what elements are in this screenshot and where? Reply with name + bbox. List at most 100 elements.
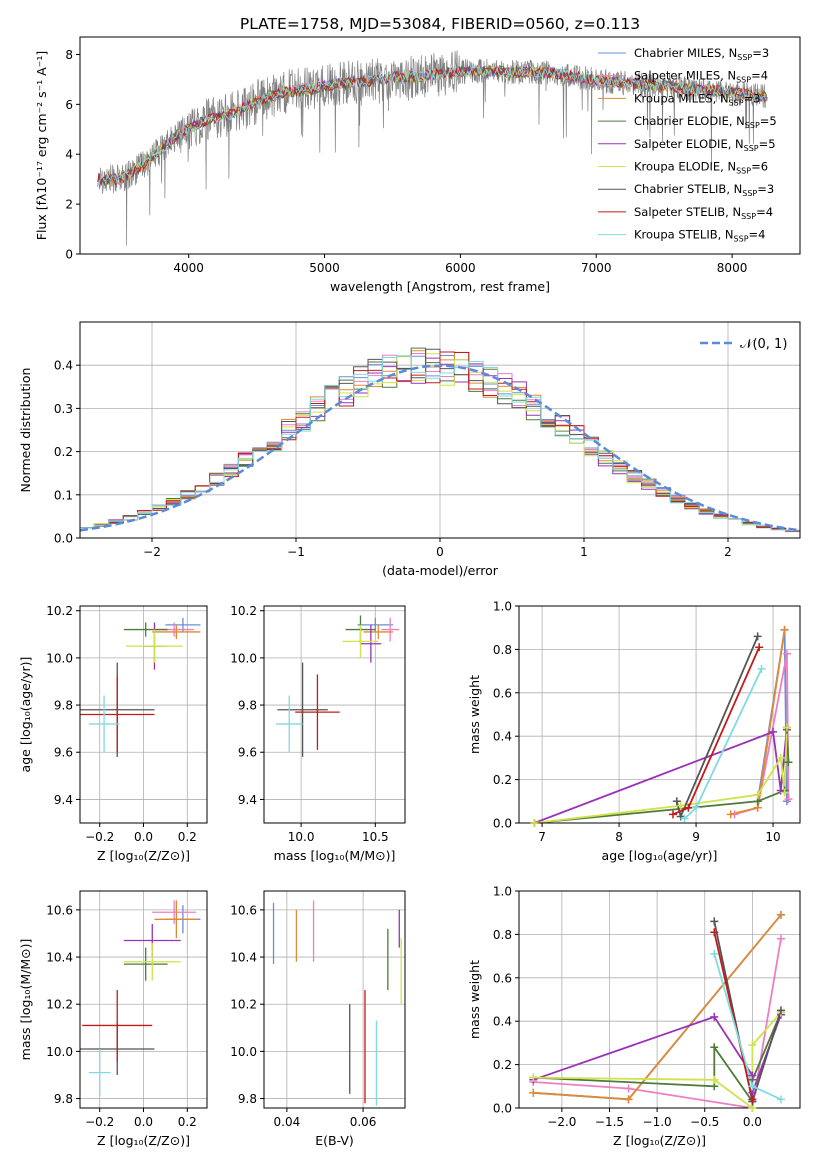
y-tick-label: 10.4 <box>46 951 73 965</box>
y-axis-label: mass weight <box>467 960 482 1039</box>
axes-frame <box>263 605 406 824</box>
y-tick-label: 0.0 <box>493 1102 512 1116</box>
weight-point-marker <box>769 727 778 736</box>
weight-point-marker <box>676 801 685 810</box>
x-tick-label: 0.0 <box>743 1115 762 1129</box>
plot-area <box>272 900 402 1106</box>
x-axis-label: age [log₁₀(age/yr)] <box>602 848 718 863</box>
weight-point-marker <box>784 795 793 804</box>
y-tick-label: 2 <box>65 198 73 212</box>
x-tick-label: 10.0 <box>288 830 315 844</box>
weight-point-marker <box>782 723 791 732</box>
legend-suffix: =4 <box>756 205 773 219</box>
legend-entry: Salpeter STELIB, NSSP=4 <box>634 205 773 221</box>
y-tick-label: 10.0 <box>230 651 257 665</box>
y-axis-label: age [log₁₀(age/yr)] <box>18 657 33 773</box>
x-tick-label: 8 <box>615 830 623 844</box>
legend-subscript: SSP <box>736 167 751 176</box>
y-tick-label: 0.2 <box>493 773 512 787</box>
y-axis-label: mass weight <box>467 675 482 754</box>
weight-series-line <box>534 727 788 823</box>
weight-point-marker <box>710 1075 719 1084</box>
x-tick-label: 10 <box>765 830 780 844</box>
weight-point-marker <box>710 1043 719 1052</box>
y-tick-label: 4 <box>65 148 73 162</box>
x-tick-label: −2 <box>143 545 161 559</box>
weight-point-marker <box>776 753 785 762</box>
y-tick-label: 0.0 <box>54 532 73 546</box>
y-tick-label: 10.0 <box>230 1045 257 1059</box>
weight-point-marker <box>680 814 689 823</box>
legend-entry: Chabrier STELIB, NSSP=3 <box>634 182 774 198</box>
legend-entry: Salpeter ELODIE, NSSP=5 <box>634 137 776 153</box>
plot-area <box>275 615 400 757</box>
weight-point-marker <box>624 1084 633 1093</box>
weight-point-marker <box>668 810 677 819</box>
y-tick-label: 9.8 <box>238 699 257 713</box>
weight-point-marker <box>529 1088 538 1097</box>
y-tick-label: 1.0 <box>493 600 512 614</box>
chart-age_vs_mass: 10.0 10.5 9.4 9.6 9.8 10.0 10.2 mass [log₁₀(M/M… <box>230 604 406 863</box>
weight-point-marker <box>529 1073 538 1082</box>
x-tick-label: 10.5 <box>362 830 389 844</box>
x-tick-label: −0.2 <box>85 830 114 844</box>
axes-frame <box>518 605 801 824</box>
y-tick-label: 10.4 <box>230 951 257 965</box>
x-tick-label: 8000 <box>717 261 748 275</box>
weight-point-marker <box>755 643 764 652</box>
legend-label: Chabrier ELODIE, N <box>634 114 745 128</box>
weight-point-marker <box>780 625 789 634</box>
x-tick-label: −0.2 <box>85 1115 114 1129</box>
legend-suffix: =3 <box>744 91 761 105</box>
chart-mass_vs_Z: −0.2 0.0 0.2 9.8 10.0 10.2 10.4 10.6 Z [log₁₀(Z/… <box>18 890 208 1148</box>
y-tick-label: 10.2 <box>230 998 257 1012</box>
x-tick-label: 7000 <box>581 261 612 275</box>
x-axis-label: Z [log₁₀(Z/Z⊙)] <box>97 1133 190 1148</box>
y-tick-label: 9.8 <box>238 1092 257 1106</box>
x-tick-label: −1.0 <box>643 1115 672 1129</box>
chart-residuals: −2 −1 0 1 2 0.0 0.1 0.2 0.3 0.4 (data-model)/error… <box>18 321 801 578</box>
y-axis-label: Normed distribution <box>18 368 33 493</box>
legend-entry: Salpeter MILES, NSSP=4 <box>634 69 768 85</box>
legend-subscript: SSP <box>742 189 757 198</box>
weight-point-marker <box>684 803 693 812</box>
x-axis-label: (data-model)/error <box>382 563 499 578</box>
y-tick-label: 0.2 <box>493 1058 512 1072</box>
x-tick-label: 0.2 <box>178 830 197 844</box>
x-axis-label: E(B-V) <box>315 1133 354 1148</box>
x-tick-label: 9 <box>692 830 700 844</box>
gaussian-curve <box>80 364 800 532</box>
weight-point-marker <box>753 790 762 799</box>
weight-series-line <box>533 938 782 1108</box>
weight-point-marker <box>710 917 719 926</box>
weight-point-marker <box>726 810 735 819</box>
y-tick-label: 8 <box>65 48 73 62</box>
legend-suffix: =3 <box>757 182 774 196</box>
y-tick-label: 10.2 <box>46 604 73 618</box>
figure-title: PLATE=1758, MJD=53084, FIBERID=0560, z=0… <box>240 15 640 33</box>
legend-entry: Kroupa ELODIE, NSSP=6 <box>634 160 768 176</box>
axes-frame <box>518 890 801 1109</box>
histogram-step <box>80 351 800 532</box>
x-tick-label: −2.0 <box>547 1115 576 1129</box>
weight-point-marker <box>776 1006 785 1015</box>
legend-suffix: =6 <box>751 160 768 174</box>
x-tick-label: 6000 <box>445 261 476 275</box>
model-spectrum-line <box>97 65 767 186</box>
legend-subscript: SSP <box>736 76 751 85</box>
legend-label: Kroupa ELODIE, N <box>634 160 736 174</box>
y-tick-label: 0.0 <box>493 817 512 831</box>
weight-point-marker <box>753 632 762 641</box>
legend-entry: Chabrier MILES, NSSP=3 <box>634 46 769 62</box>
legend-entry: Kroupa MILES, NSSP=3 <box>634 91 760 107</box>
weight-point-marker <box>784 758 793 767</box>
x-tick-label: −1 <box>287 545 305 559</box>
x-tick-label: 0 <box>436 545 444 559</box>
weight-point-marker <box>692 803 701 812</box>
legend-suffix: =3 <box>752 46 769 60</box>
weight-point-marker <box>757 664 766 673</box>
weight-point-marker <box>780 788 789 797</box>
legend-suffix: =5 <box>760 114 777 128</box>
y-axis-label: Flux [fλ10⁻¹⁷ erg cm⁻² s⁻¹ A⁻¹] <box>34 51 49 240</box>
